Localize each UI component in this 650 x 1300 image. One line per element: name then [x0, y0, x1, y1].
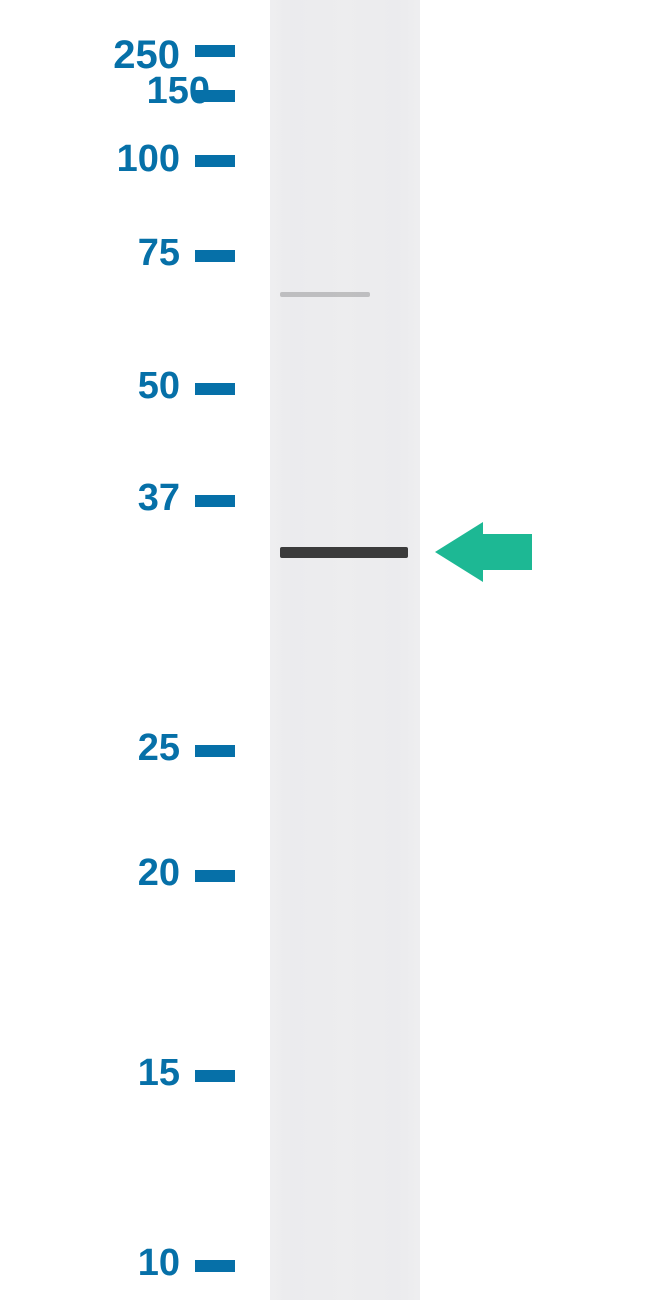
ladder-tick-75	[195, 250, 235, 262]
arrow-head	[435, 522, 483, 582]
ladder-label-10: 10	[138, 1242, 180, 1285]
ladder-tick-25	[195, 745, 235, 757]
band-primary-band	[280, 547, 408, 558]
ladder-tick-15	[195, 1070, 235, 1082]
ladder-tick-50	[195, 383, 235, 395]
ladder-tick-10	[195, 1260, 235, 1272]
ladder-tick-250	[195, 45, 235, 57]
ladder-label-50: 50	[138, 365, 180, 408]
ladder-tick-100	[195, 155, 235, 167]
ladder-label-37: 37	[138, 477, 180, 520]
gel-lane	[270, 0, 420, 1300]
ladder-label-100: 100	[117, 138, 180, 181]
ladder-label-15: 15	[138, 1052, 180, 1095]
ladder-label-25: 25	[138, 727, 180, 770]
ladder-label-75: 75	[138, 232, 180, 275]
band-faint-band	[280, 292, 370, 297]
ladder-tick-37	[195, 495, 235, 507]
blot-figure: 25015010075503725201510	[0, 0, 650, 1300]
arrow-tail	[477, 534, 532, 570]
ladder-label-20: 20	[138, 852, 180, 895]
ladder-tick-150	[195, 90, 235, 102]
ladder-tick-20	[195, 870, 235, 882]
